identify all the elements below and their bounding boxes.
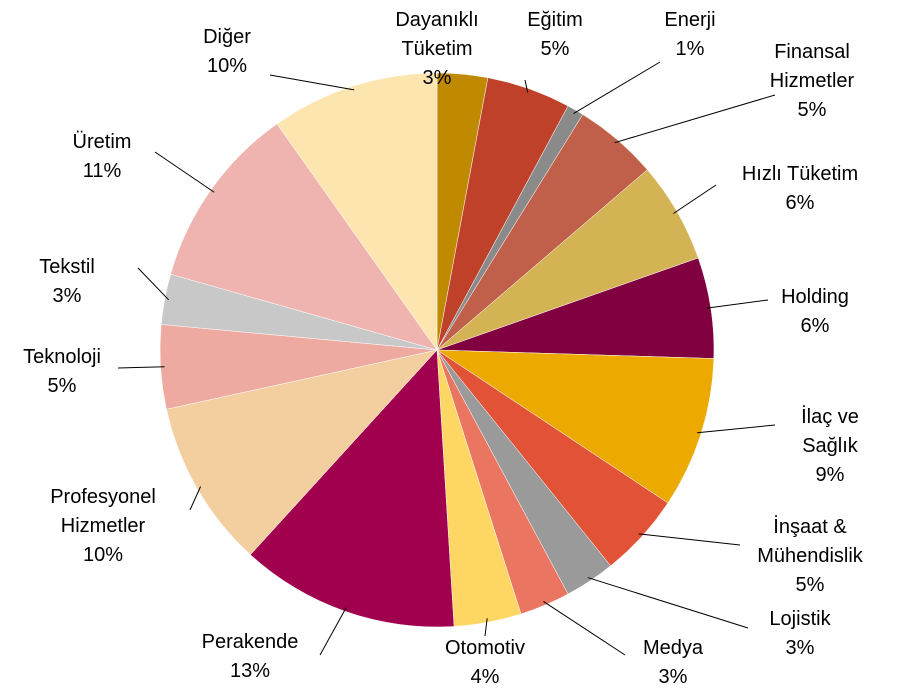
leader-line — [706, 299, 769, 309]
leader-line — [697, 424, 776, 434]
percent-label: 4% — [470, 666, 500, 688]
percent-label: 13% — [229, 660, 271, 682]
percent-label: 5% — [797, 99, 827, 121]
leader-line — [154, 151, 215, 193]
category-name: Tekstil — [39, 256, 95, 278]
leader-line — [137, 267, 170, 301]
slice-label: İnşaat & Mühendislik 5% — [730, 513, 890, 600]
category-name: Finansal Hizmetler — [769, 41, 855, 92]
category-name: Eğitim — [527, 9, 583, 31]
percent-label: 9% — [815, 464, 845, 486]
pie-slice — [436, 349, 715, 504]
slice-label: Üretim 11% — [73, 128, 132, 186]
slice-label: Perakende 13% — [202, 628, 299, 686]
slice-label: Holding 6% — [781, 283, 849, 341]
slice-label: Enerji 1% — [664, 6, 715, 64]
leader-line — [189, 486, 202, 511]
category-name: Dayanıklı Tüketim — [395, 9, 479, 60]
leader-line — [524, 79, 529, 93]
slice-label: Diğer 10% — [203, 23, 251, 81]
percent-label: 3% — [785, 637, 815, 659]
category-name: Medya — [642, 637, 704, 659]
leader-line — [614, 94, 776, 144]
pie-slice — [276, 72, 438, 351]
slice-label: Lojistik 3% — [769, 605, 830, 663]
leader-line — [587, 577, 749, 629]
category-name: Hızlı Tüketim — [741, 163, 859, 185]
leader-line — [269, 74, 355, 91]
percent-label: 10% — [206, 55, 248, 77]
percent-label: 6% — [785, 192, 815, 214]
category-name: Lojistik — [769, 608, 831, 630]
percent-label: 1% — [675, 38, 705, 60]
category-name: İlaç ve Sağlık — [801, 406, 859, 457]
category-name: Profesyonel Hizmetler — [50, 486, 156, 537]
leader-line — [638, 533, 741, 546]
category-name: Enerji — [664, 9, 716, 31]
percent-label: 5% — [47, 375, 77, 397]
leader-line — [573, 61, 661, 115]
category-name: Otomotiv — [444, 637, 526, 659]
category-name: İnşaat & Mühendislik — [757, 516, 863, 567]
slice-label: İlaç ve Sağlık 9% — [784, 403, 876, 490]
slice-label: Eğitim 5% — [527, 6, 583, 64]
slice-label: Teknoloji 5% — [23, 343, 101, 401]
leader-line — [484, 618, 488, 637]
slice-label: Otomotiv 4% — [445, 634, 525, 692]
slice-label: Dayanıklı Tüketim 3% — [372, 6, 502, 93]
category-name: Holding — [781, 286, 849, 308]
slice-label: Hızlı Tüketim 6% — [742, 160, 858, 218]
percent-label: 11% — [82, 160, 122, 182]
pie-slice — [166, 349, 438, 556]
slice-label: Profesyonel Hizmetler 10% — [33, 483, 173, 570]
pie-slice — [250, 349, 455, 628]
leader-line — [543, 600, 626, 656]
slice-label: Medya 3% — [643, 634, 703, 692]
leader-line — [673, 184, 717, 214]
category-name: Diğer — [203, 26, 251, 48]
percent-label: 10% — [82, 544, 124, 566]
percent-label: 5% — [795, 574, 825, 596]
percent-label: 3% — [422, 67, 452, 89]
slice-label: Tekstil 3% — [39, 253, 95, 311]
category-name: Üretim — [72, 131, 132, 153]
percent-label: 6% — [800, 315, 830, 337]
category-name: Teknoloji — [23, 346, 101, 368]
percent-label: 3% — [52, 285, 82, 307]
leader-line — [117, 366, 165, 369]
percent-label: 3% — [658, 666, 688, 688]
leader-line — [319, 607, 347, 656]
percent-label: 5% — [540, 38, 570, 60]
slice-label: Finansal Hizmetler 5% — [752, 38, 872, 125]
category-name: Perakende — [201, 631, 299, 653]
